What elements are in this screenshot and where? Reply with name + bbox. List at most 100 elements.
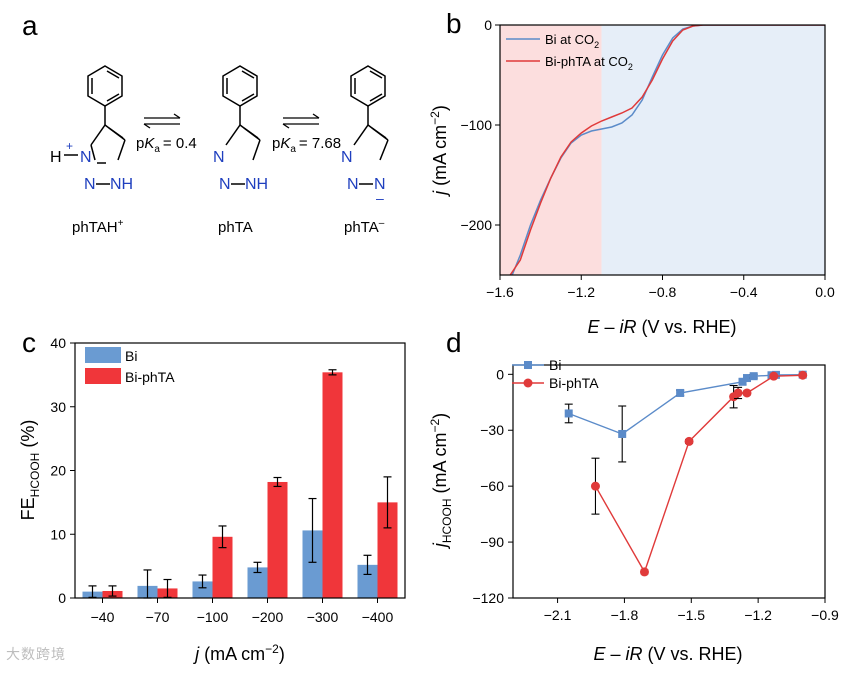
y-tick-label: −100 — [460, 117, 492, 133]
chart-b-xlabel: E – iR (V vs. RHE) — [587, 317, 736, 337]
shaded-region-1 — [601, 25, 825, 275]
y-tick-label: 40 — [50, 335, 66, 351]
legend-swatch-bi — [85, 347, 121, 363]
legend-label-bi: Bi — [549, 357, 561, 373]
y-tick-label: 0 — [484, 17, 492, 33]
phTA-anion-n3: N — [374, 176, 386, 193]
equilibrium-arrows-2 — [282, 113, 320, 129]
x-tick-label: −0.9 — [811, 607, 839, 623]
series-line-1 — [509, 25, 825, 275]
data-point-bi-phta — [733, 388, 743, 398]
phTAH-name: phTAH+ — [72, 218, 124, 236]
bar-bi — [192, 581, 213, 598]
legend-marker-bi-phta — [523, 378, 533, 388]
chart-c-xlabel: j (mA cm−2) — [192, 642, 285, 664]
bar-bi — [302, 530, 323, 598]
bar-bi-phta — [322, 372, 343, 598]
x-tick-label: −0.4 — [730, 284, 758, 300]
x-tick-label: −100 — [197, 609, 229, 625]
y-tick-label: 30 — [50, 399, 66, 415]
series-line-bi — [568, 374, 803, 435]
molecule-phTA — [222, 65, 261, 161]
chart-c-ylabel: FEHCOOH (%) — [18, 420, 42, 521]
phTA-anion-name: phTA– — [344, 218, 385, 236]
data-point-bi — [564, 409, 573, 418]
bar-bi-phta — [267, 481, 288, 598]
legend-swatch-bi-phta — [85, 368, 121, 384]
data-point-bi-phta — [684, 436, 694, 446]
chart-c-legend: Bi Bi-phTA — [85, 347, 175, 385]
legend-label-bi: Bi — [125, 348, 137, 364]
phTA-anion-n1: N — [341, 149, 353, 166]
x-tick-label: −1.2 — [744, 607, 772, 623]
legend-marker-bi — [524, 361, 532, 369]
phTAH-h-label: H — [50, 149, 62, 166]
pka-label-1: pKa = 0.4 — [136, 135, 197, 155]
data-point-bi-phta — [798, 370, 808, 380]
data-point-bi — [738, 377, 747, 386]
x-tick-label: −0.8 — [649, 284, 677, 300]
phTAH-plus: + — [66, 139, 73, 153]
x-tick-label: −400 — [362, 609, 394, 625]
pka-label-2: pKa = 7.68 — [272, 135, 341, 155]
x-tick-label: −40 — [91, 609, 115, 625]
phTA-anion-minus: – — [376, 190, 384, 206]
y-tick-label: −120 — [472, 590, 504, 606]
scheme-panel-a: H + N N NH phTAH+ pKa = 0.4 N N — [50, 65, 389, 236]
chart-b-legend: Bi at CO2 Bi-phTA at CO2 — [506, 32, 633, 72]
legend-label-bi-phta: Bi-phTA at CO2 — [545, 54, 633, 72]
bar-bi-phta — [377, 502, 398, 598]
x-tick-label: −1.6 — [486, 284, 514, 300]
phTA-name: phTA — [218, 219, 253, 236]
data-point-bi-phta — [639, 567, 649, 577]
watermark: 大数跨境 — [6, 647, 66, 663]
bar-bi — [247, 567, 268, 598]
chart-d-ylabel: jHCOOH (mA cm−2) — [428, 413, 454, 550]
x-tick-label: −200 — [252, 609, 284, 625]
y-tick-label: −200 — [460, 217, 492, 233]
phTA-nh: NH — [245, 176, 268, 193]
chart-d: −2.1 −1.8 −1.5 −1.2 −0.9 0 −30 −60 −90 −120 Bi Bi… — [428, 357, 839, 664]
equilibrium-arrows-1 — [143, 113, 181, 129]
y-tick-label: −90 — [480, 534, 504, 550]
panel-label-d: d — [446, 327, 462, 358]
panel-label-a: a — [22, 10, 38, 41]
molecule-phTA-anion — [350, 65, 389, 161]
x-tick-label: −2.1 — [544, 607, 572, 623]
phTA-n1: N — [213, 149, 225, 166]
y-tick-label: 20 — [50, 463, 66, 479]
series-line-bi-phta — [594, 374, 803, 574]
phTA-n2: N — [219, 176, 231, 193]
data-point-bi-phta — [769, 371, 779, 381]
chart-d-xlabel: E – iR (V vs. RHE) — [593, 644, 742, 664]
y-tick-label: 0 — [58, 590, 66, 606]
phTAH-nh: NH — [110, 176, 133, 193]
x-tick-label: 0.0 — [815, 284, 835, 300]
y-tick-label: 10 — [50, 526, 66, 542]
panel-label-c: c — [22, 327, 36, 358]
data-point-bi — [618, 429, 627, 438]
legend-label-bi-phta: Bi-phTA — [125, 369, 175, 385]
data-point-bi — [743, 374, 751, 383]
x-tick-label: −70 — [146, 609, 170, 625]
phTA-anion-n2: N — [347, 176, 359, 193]
molecule-phTAH — [87, 65, 126, 164]
y-tick-label: −30 — [480, 422, 504, 438]
y-tick-label: −60 — [480, 478, 504, 494]
data-point-bi — [749, 372, 758, 381]
x-tick-label: −1.8 — [611, 607, 639, 623]
panel-label-b: b — [446, 8, 462, 39]
x-tick-label: −300 — [307, 609, 339, 625]
chart-b-ylabel: j (mA cm−2) — [428, 105, 450, 198]
chart-c: −40 −70 −100 −200 −300 −400 0 10 20 30 40 Bi Bi-ph… — [18, 335, 406, 664]
y-tick-label: 0 — [496, 366, 504, 382]
bar-bi-phta — [212, 536, 233, 598]
x-tick-label: −1.5 — [677, 607, 705, 623]
chart-d-legend: Bi Bi-phTA — [512, 357, 599, 391]
phTAH-n2: N — [84, 176, 96, 193]
chart-d-frame — [512, 364, 826, 599]
data-point-bi — [676, 388, 685, 397]
data-point-bi-phta — [742, 388, 752, 398]
legend-label-bi: Bi at CO2 — [545, 32, 599, 50]
